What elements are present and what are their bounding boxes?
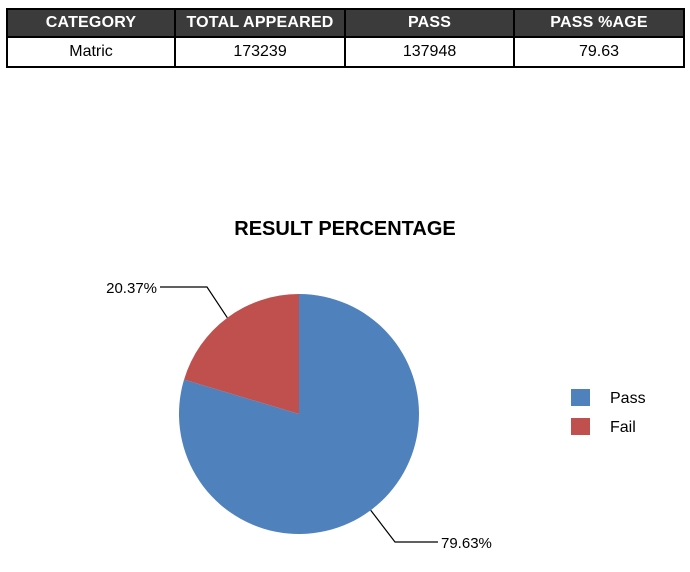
- header-total-appeared: TOTAL APPEARED: [174, 8, 347, 38]
- table-header-row: CATEGORY TOTAL APPEARED PASS PASS %AGE: [5, 8, 685, 38]
- pie-slice-fail: [184, 294, 299, 414]
- legend-swatch-fail: [571, 418, 590, 435]
- leader-lines: [160, 286, 438, 543]
- header-pass: PASS: [344, 8, 516, 38]
- cell-total-appeared: 173239: [174, 36, 347, 68]
- pie-slice-pass: [178, 294, 419, 534]
- leader-line-pass: [370, 509, 438, 543]
- header-pass-percentage: PASS %AGE: [513, 8, 685, 38]
- slice-label-pass: 79.63%: [441, 535, 492, 552]
- cell-category: Matric: [5, 36, 177, 68]
- slice-label-fail: 20.37%: [106, 280, 157, 297]
- chart-legend: Pass Fail: [571, 389, 646, 436]
- results-table: CATEGORY TOTAL APPEARED PASS PASS %AGE M…: [5, 8, 685, 68]
- cell-pass: 137948: [344, 36, 516, 68]
- table-row: Matric 173239 137948 79.63: [5, 36, 685, 68]
- slice-labels: 79.63% 20.37%: [106, 280, 492, 552]
- leader-line-fail: [160, 286, 228, 319]
- chart-title: RESULT PERCENTAGE: [234, 218, 456, 240]
- header-category: CATEGORY: [5, 8, 177, 38]
- legend-label-fail: Fail: [610, 419, 636, 436]
- legend-label-pass: Pass: [610, 390, 646, 407]
- cell-pass-percentage: 79.63: [513, 36, 685, 68]
- legend-swatch-pass: [571, 389, 590, 406]
- pie-slices: [178, 294, 419, 534]
